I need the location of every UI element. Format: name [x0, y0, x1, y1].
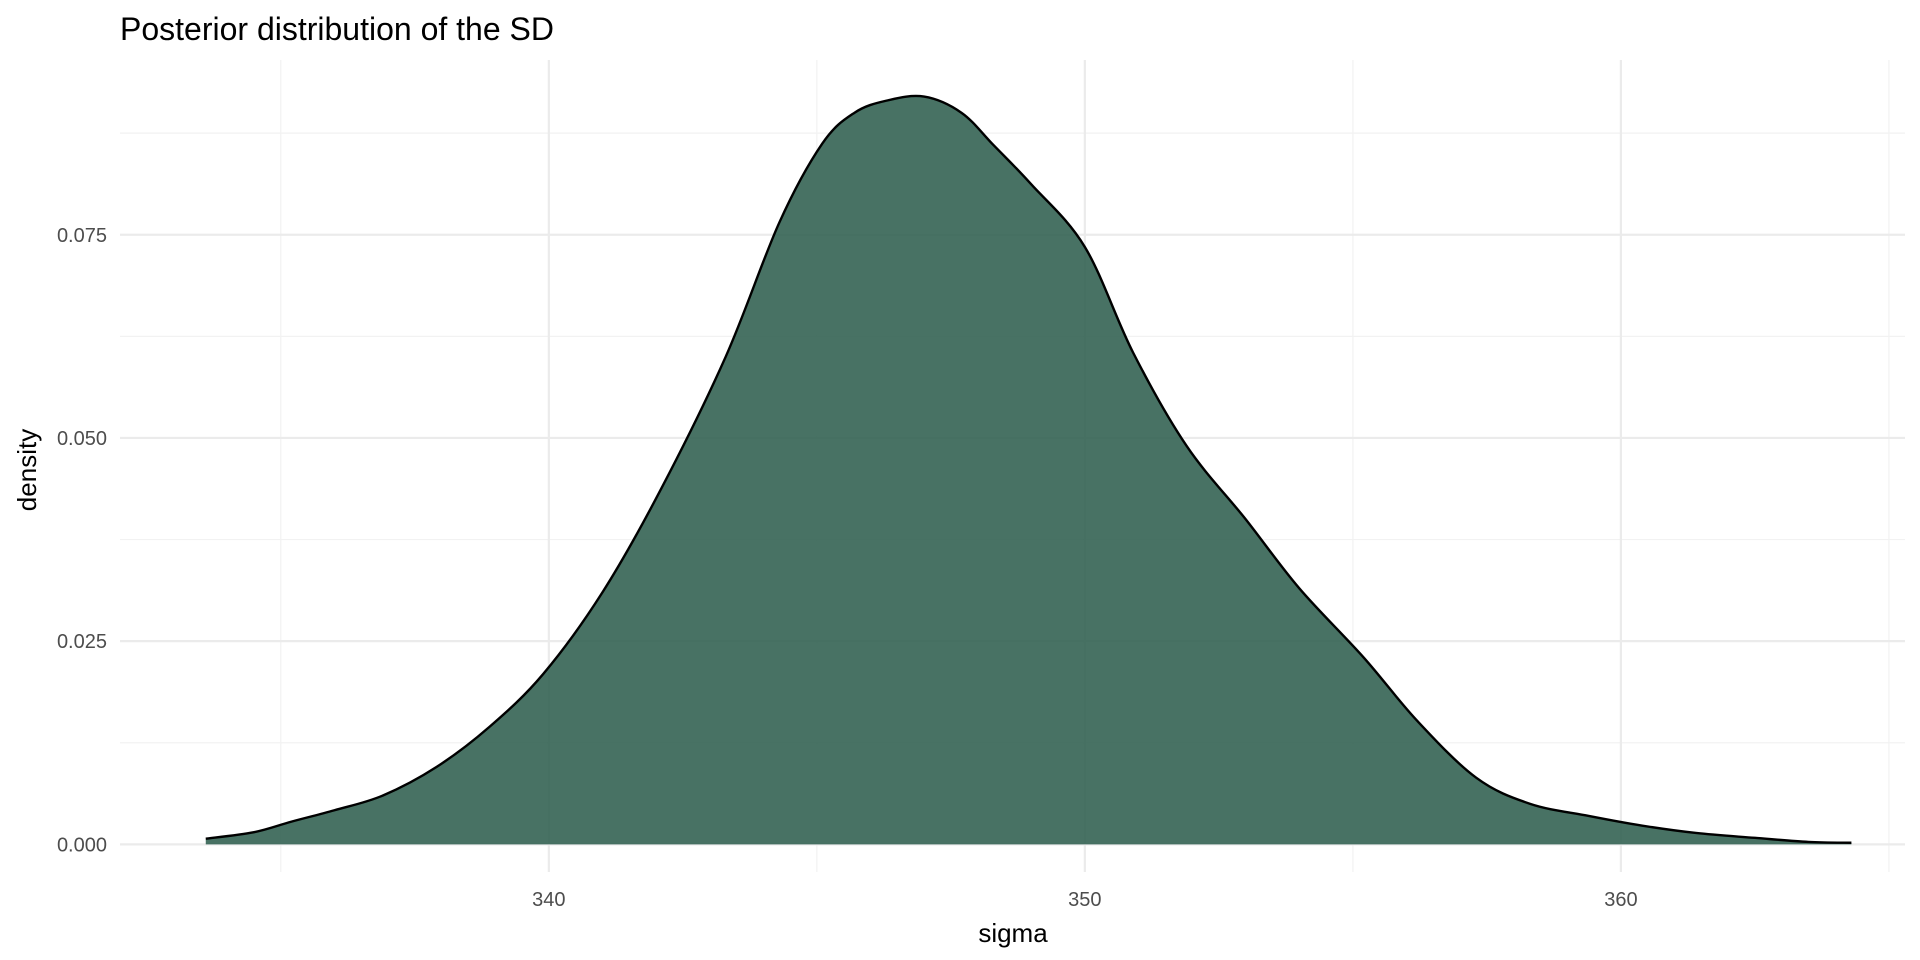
tick-label-layer: 340 350 360 0.000 0.025 0.050 0.075 [57, 225, 1638, 911]
x-tick-label: 340 [532, 889, 565, 911]
chart-title: Posterior distribution of the SD [120, 11, 554, 47]
y-axis-label: density [12, 429, 42, 511]
y-tick-label: 0.000 [57, 834, 107, 856]
density-area-fill [205, 95, 1852, 845]
x-axis-label: sigma [978, 918, 1048, 948]
y-tick-label: 0.050 [57, 428, 107, 450]
density-curve-line [205, 94, 1852, 844]
x-tick-label: 360 [1604, 889, 1637, 911]
y-tick-label: 0.075 [57, 225, 107, 247]
x-tick-label: 350 [1068, 889, 1101, 911]
y-tick-label: 0.025 [57, 631, 107, 653]
density-area-layer [205, 94, 1852, 845]
